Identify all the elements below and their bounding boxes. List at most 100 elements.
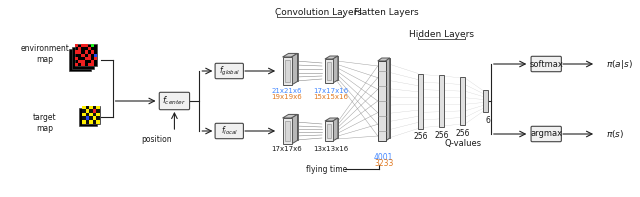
Polygon shape [292, 53, 298, 85]
Text: softmax: softmax [529, 59, 563, 69]
Polygon shape [283, 53, 298, 57]
Polygon shape [88, 47, 91, 50]
Polygon shape [78, 47, 81, 50]
Polygon shape [75, 63, 78, 66]
Polygon shape [84, 50, 88, 54]
Polygon shape [84, 44, 88, 47]
Polygon shape [378, 58, 390, 61]
Polygon shape [82, 106, 86, 109]
Polygon shape [81, 54, 84, 57]
Text: 17x17x6: 17x17x6 [271, 146, 303, 152]
Polygon shape [78, 50, 81, 54]
Polygon shape [94, 57, 97, 60]
Polygon shape [89, 106, 93, 109]
Polygon shape [96, 109, 100, 113]
Polygon shape [88, 57, 91, 60]
Polygon shape [96, 113, 100, 116]
Bar [483, 90, 488, 112]
Polygon shape [333, 118, 338, 141]
Bar [325, 121, 333, 141]
Text: $f_{center}$: $f_{center}$ [163, 95, 186, 107]
Polygon shape [91, 60, 94, 63]
Text: 15x15x16: 15x15x16 [314, 94, 348, 100]
Polygon shape [96, 116, 100, 120]
Polygon shape [89, 116, 93, 120]
Text: 3233: 3233 [374, 160, 394, 168]
Text: 17x17x16: 17x17x16 [314, 88, 349, 94]
Bar [378, 61, 386, 141]
Polygon shape [292, 114, 298, 144]
Text: environment
map: environment map [20, 44, 69, 64]
Bar [330, 56, 338, 80]
Polygon shape [93, 106, 96, 109]
Text: $f_{global}$: $f_{global}$ [219, 64, 240, 78]
Polygon shape [81, 63, 84, 66]
Text: $f_{local}$: $f_{local}$ [221, 125, 238, 137]
Text: position: position [141, 135, 172, 143]
FancyBboxPatch shape [215, 63, 243, 79]
Polygon shape [78, 60, 81, 63]
Polygon shape [93, 120, 96, 124]
Bar [289, 114, 298, 140]
Polygon shape [82, 106, 100, 124]
FancyBboxPatch shape [159, 92, 189, 110]
Text: Q-values: Q-values [445, 139, 482, 148]
Polygon shape [89, 113, 93, 116]
Bar [327, 124, 331, 138]
Bar [439, 75, 444, 127]
Polygon shape [89, 109, 93, 113]
Polygon shape [82, 109, 86, 113]
Bar [460, 77, 465, 125]
Text: target
map: target map [33, 113, 57, 133]
Text: Convolution Layers: Convolution Layers [275, 7, 362, 17]
Polygon shape [75, 57, 78, 60]
Polygon shape [91, 44, 94, 47]
Text: $\pi(s)$: $\pi(s)$ [606, 128, 625, 140]
Polygon shape [386, 58, 390, 141]
Polygon shape [93, 113, 96, 116]
FancyBboxPatch shape [531, 56, 561, 72]
Text: Flatten Layers: Flatten Layers [355, 7, 419, 17]
Polygon shape [81, 60, 84, 63]
Text: Hidden Layers: Hidden Layers [409, 30, 474, 38]
Text: 256: 256 [455, 128, 470, 138]
Polygon shape [333, 56, 338, 83]
Polygon shape [86, 120, 89, 124]
Polygon shape [79, 108, 97, 126]
Polygon shape [94, 54, 97, 57]
Bar [283, 57, 292, 85]
Polygon shape [68, 49, 91, 71]
Bar [283, 118, 292, 144]
Polygon shape [75, 44, 97, 66]
Polygon shape [86, 113, 89, 116]
Bar [330, 118, 338, 138]
Bar [327, 62, 331, 80]
Polygon shape [84, 57, 88, 60]
Bar [289, 53, 298, 81]
Polygon shape [325, 118, 338, 121]
Polygon shape [81, 44, 84, 47]
Text: 21x21x6: 21x21x6 [272, 88, 302, 94]
Polygon shape [75, 50, 78, 54]
Polygon shape [82, 120, 86, 124]
Polygon shape [82, 113, 86, 116]
Polygon shape [86, 106, 89, 109]
Polygon shape [91, 63, 94, 66]
Polygon shape [381, 58, 390, 138]
Text: 4001: 4001 [374, 152, 394, 162]
Bar [325, 59, 333, 83]
Polygon shape [96, 106, 100, 109]
FancyBboxPatch shape [215, 123, 243, 139]
Polygon shape [93, 109, 96, 113]
Polygon shape [75, 44, 78, 47]
Polygon shape [283, 114, 298, 118]
Polygon shape [96, 120, 100, 124]
Text: 256: 256 [413, 132, 428, 141]
Bar [418, 73, 423, 128]
Text: 6: 6 [486, 115, 491, 125]
Polygon shape [93, 116, 96, 120]
Polygon shape [72, 47, 94, 69]
Bar [285, 121, 289, 141]
Polygon shape [89, 120, 93, 124]
Polygon shape [91, 50, 94, 54]
